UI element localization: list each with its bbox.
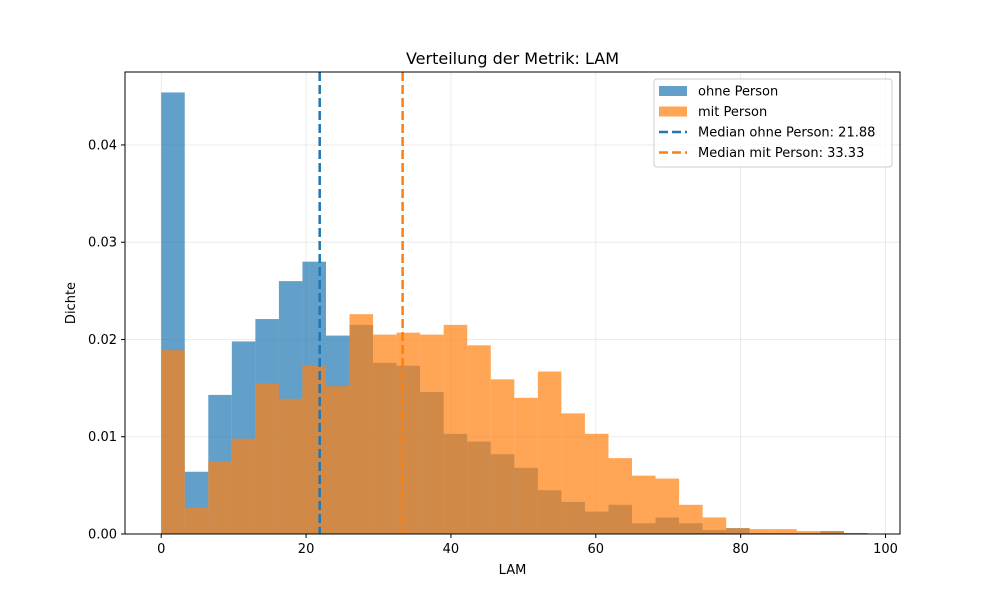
median-lines	[318, 72, 404, 534]
x-tick-label: 100	[873, 542, 898, 557]
x-tick-label: 60	[588, 542, 605, 557]
histogram-bar-series-1	[184, 507, 209, 534]
histogram-bar-series-1	[584, 433, 609, 534]
x-tick-label: 80	[732, 542, 749, 557]
histogram-bar-series-1	[396, 332, 421, 534]
histogram-bar-series-1	[773, 529, 797, 534]
histogram-bars	[161, 92, 868, 534]
histogram-bar-series-1	[608, 458, 633, 534]
histogram-bar-series-1	[561, 413, 585, 534]
histogram-bar-series-1	[655, 478, 680, 534]
legend-box	[653, 78, 893, 168]
histogram-bar-series-1	[161, 350, 185, 534]
legend-label: Median ohne Person: 21.88	[698, 126, 875, 141]
histogram-bar-series-1	[537, 371, 562, 534]
legend-label: Median mit Person: 33.33	[698, 146, 864, 161]
histogram-bar-series-1	[208, 461, 232, 534]
x-tick-label: 0	[157, 542, 165, 557]
chart-title: Verteilung der Metrik: LAM	[406, 49, 619, 68]
x-tick-label: 40	[443, 542, 460, 557]
histogram-bar-series-1	[514, 397, 538, 534]
histogram-bar-series-1	[726, 528, 750, 534]
legend: ohne Person mit Person Median ohne Person:…	[653, 78, 893, 168]
legend-swatch	[659, 86, 687, 96]
legend-swatch	[659, 106, 687, 117]
y-tick-label: 0.04	[88, 138, 117, 153]
y-tick-label: 0.00	[88, 528, 117, 543]
y-tick-label: 0.03	[88, 236, 117, 251]
y-tick-label: 0.01	[88, 430, 117, 445]
histogram-bar-series-1	[325, 386, 350, 534]
y-axis-label: Dichte	[64, 282, 79, 324]
axis-ticks: 0 20 40 60 80 100 0.00 0.01 0.02 0.03 0.04	[88, 138, 898, 557]
histogram-bar-series-1	[632, 475, 656, 534]
histogram-bar-series-1	[702, 517, 727, 534]
histogram-bar-series-1	[231, 438, 256, 534]
x-axis-label: LAM	[499, 563, 527, 578]
histogram-bar-series-1	[679, 504, 703, 534]
histogram-bar-series-1	[302, 365, 326, 534]
histogram-bar-series-1	[490, 379, 515, 534]
histogram-bar-series-1	[467, 345, 491, 534]
histogram-bar-series-1	[749, 529, 774, 534]
histogram-bar-series-1	[820, 531, 844, 534]
y-tick-label: 0.02	[88, 333, 117, 348]
legend-label: ohne Person	[698, 85, 778, 100]
legend-label: mit Person	[698, 105, 767, 120]
histogram-bar-series-1	[349, 314, 374, 534]
histogram-bar-series-1	[373, 334, 397, 534]
histogram-bar-series-1	[278, 398, 303, 534]
histogram-bar-series-1	[796, 531, 821, 534]
histogram-bar-series-1	[255, 383, 279, 534]
histogram-bar-series-1	[443, 324, 468, 534]
plot-frame	[124, 71, 901, 535]
x-tick-label: 20	[298, 542, 315, 557]
histogram-bar-series-1	[420, 334, 444, 534]
